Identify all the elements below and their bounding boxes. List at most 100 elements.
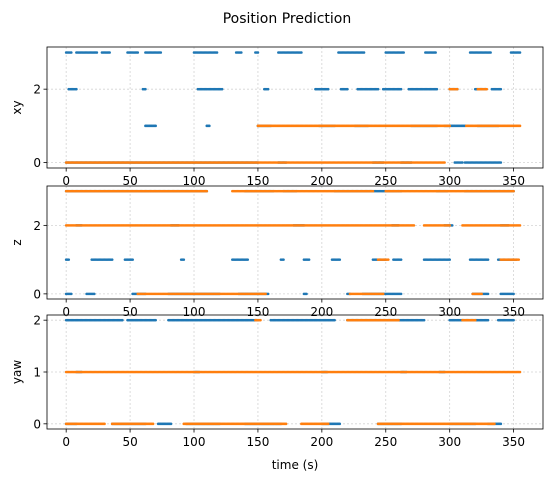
data-point (220, 87, 224, 91)
data-point (266, 87, 270, 91)
data-point (493, 422, 496, 426)
data-point (169, 422, 173, 426)
data-point (473, 318, 477, 322)
x-tick-label: 300 (438, 435, 461, 449)
subplot-yaw: 0 50 100 150 200 250 300 350 0 1 2 yaw (10, 314, 544, 449)
data-point (387, 258, 390, 261)
data-point (346, 87, 349, 91)
data-point (499, 161, 503, 164)
x-tick-label: 250 (374, 305, 397, 319)
data-point (154, 124, 157, 128)
x-tick-label: 200 (310, 435, 333, 449)
data-point (92, 292, 96, 296)
x-tick-label: 50 (122, 174, 137, 188)
x-tick-label: 0 (62, 435, 70, 449)
data-point (399, 292, 403, 296)
data-point (305, 292, 308, 296)
x-tick-label: 50 (122, 305, 137, 319)
data-point (486, 292, 490, 296)
data-point (517, 258, 521, 261)
data-point (448, 258, 451, 261)
data-point (480, 292, 483, 296)
x-tick-label: 300 (438, 305, 461, 319)
data-point (486, 258, 490, 261)
y-tick-label: 2 (33, 83, 41, 97)
x-tick-label: 250 (374, 435, 397, 449)
y-tick-label: 0 (33, 287, 41, 301)
data-point (326, 87, 330, 91)
y-axis-label: xy (10, 100, 24, 114)
data-point (282, 258, 285, 261)
data-point (159, 51, 163, 54)
data-point (450, 224, 454, 227)
y-tick-label: 0 (33, 156, 41, 170)
x-tick-label: 300 (438, 174, 461, 188)
data-point (399, 87, 403, 91)
data-point (338, 422, 342, 426)
y-tick-label: 2 (33, 314, 41, 328)
data-point (95, 51, 99, 54)
data-point (412, 224, 416, 227)
data-point (205, 189, 209, 193)
y-axis-label: z (10, 239, 24, 245)
data-point (399, 258, 403, 261)
data-point (284, 422, 288, 426)
data-point (154, 318, 157, 322)
series-a-points (64, 51, 522, 164)
data-point (397, 318, 400, 322)
data-point (402, 51, 405, 54)
data-point (489, 51, 492, 54)
data-point (144, 87, 147, 91)
plot-frame (46, 185, 544, 300)
data-point (499, 87, 503, 91)
data-point (448, 124, 451, 128)
data-point (266, 292, 270, 296)
data-point (67, 258, 71, 261)
x-tick-label: 100 (183, 174, 206, 188)
data-point (456, 87, 459, 91)
data-point (512, 189, 515, 193)
x-tick-label: 200 (310, 305, 333, 319)
data-point (486, 318, 490, 322)
subplot-z: 0 50 100 150 200 250 300 350 0 2 z (10, 185, 544, 319)
x-tick-label: 50 (122, 435, 137, 449)
series-b-points (64, 318, 522, 426)
data-point (518, 124, 522, 128)
data-point (338, 258, 342, 261)
y-tick-label: 1 (33, 366, 41, 380)
y-tick-label: 2 (33, 219, 41, 233)
data-point (434, 51, 437, 54)
data-point (264, 292, 267, 296)
x-axis-label: time (s) (272, 458, 319, 472)
data-point (499, 422, 503, 426)
x-tick-label: 100 (183, 435, 206, 449)
data-point (326, 422, 330, 426)
data-point (131, 258, 134, 261)
subplot-xy: 0 50 100 150 200 250 300 350 0 2 xy (10, 46, 544, 188)
series-b-points (64, 189, 522, 296)
series-b-points (64, 87, 522, 164)
data-point (362, 51, 366, 54)
x-tick-label: 350 (502, 174, 525, 188)
data-point (121, 318, 124, 322)
data-point (182, 258, 186, 261)
data-point (110, 258, 114, 261)
data-point (208, 124, 211, 128)
data-point (69, 292, 73, 296)
data-point (103, 422, 106, 426)
data-point (75, 87, 78, 91)
figure-title: Position Prediction (223, 11, 352, 27)
data-point (512, 292, 515, 296)
x-tick-label: 0 (62, 305, 70, 319)
y-tick-label: 0 (33, 417, 41, 431)
data-point (461, 161, 464, 164)
x-tick-label: 250 (374, 174, 397, 188)
data-point (240, 51, 243, 54)
data-point (151, 422, 155, 426)
x-tick-label: 350 (502, 435, 525, 449)
data-point (518, 224, 522, 227)
data-point (300, 51, 303, 54)
data-point (136, 51, 140, 54)
